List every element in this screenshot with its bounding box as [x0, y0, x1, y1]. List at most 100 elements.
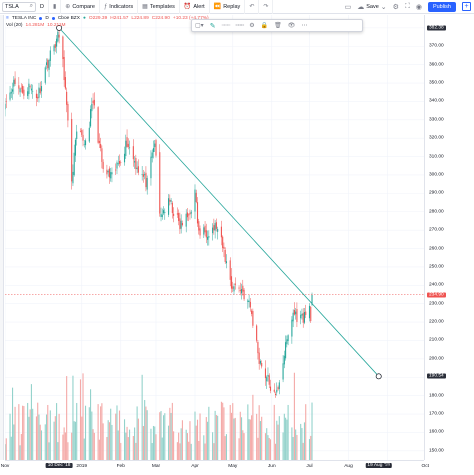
- candle-up: [283, 355, 285, 365]
- candle-down: [97, 107, 99, 143]
- volume-bar: [251, 415, 253, 460]
- settings-icon[interactable]: ⚙: [249, 23, 255, 29]
- price-chart[interactable]: [5, 15, 424, 460]
- more-icon[interactable]: ⋯: [301, 23, 308, 29]
- candle-up: [45, 62, 48, 66]
- candle-down: [82, 134, 84, 141]
- candle-up: [217, 228, 219, 232]
- volume-bar: [115, 413, 117, 460]
- price-tick-label: 310.00: [429, 154, 444, 160]
- candle-down: [296, 309, 298, 322]
- volume-bar: [291, 427, 293, 460]
- chart-type-button[interactable]: ▮: [49, 0, 62, 14]
- volume-bar: [259, 421, 261, 460]
- volume-bar: [204, 443, 206, 460]
- plus-icon[interactable]: +: [462, 2, 471, 11]
- undo-button[interactable]: ↶: [245, 0, 260, 14]
- line-width-icon[interactable]: ┈┈┈: [221, 23, 231, 29]
- templates-button[interactable]: ▦ Templates: [138, 0, 180, 14]
- price-tick-label: 150.00: [429, 448, 444, 454]
- publish-button[interactable]: Publish: [427, 1, 456, 12]
- compare-button[interactable]: ⊕ Compare: [61, 0, 100, 14]
- eye-icon[interactable]: 👁: [287, 23, 296, 29]
- candle-down: [47, 59, 49, 69]
- candle-down: [169, 199, 171, 202]
- camera-icon[interactable]: ◉: [415, 3, 422, 11]
- candle-up: [57, 31, 59, 42]
- candle-down: [137, 166, 139, 173]
- candle-up: [10, 91, 12, 94]
- fullscreen-icon[interactable]: ⛶: [404, 2, 410, 10]
- template-icon[interactable]: ▢▾: [195, 23, 204, 29]
- settings-icon[interactable]: ⚙: [392, 3, 399, 11]
- volume-bar: [49, 410, 51, 460]
- undo-icon: ↶: [249, 4, 255, 10]
- time-axis[interactable]: Nov 10 Dec '18 2019 Feb Mar Apr May Jun Jul Aug 19…: [1, 460, 429, 475]
- candle-down: [142, 174, 144, 177]
- save-button[interactable]: ☁ Save ⌄: [357, 3, 386, 11]
- volume-bar: [286, 419, 288, 460]
- volume-bar: [117, 430, 119, 460]
- legend-dot: [39, 17, 43, 20]
- lock-icon[interactable]: 🔒: [260, 23, 269, 29]
- price-tick-label: 300.00: [429, 172, 444, 178]
- volume-bar: [54, 416, 56, 460]
- candle-down: [269, 386, 272, 391]
- trash-icon[interactable]: 🗑: [274, 23, 282, 29]
- candle-up: [194, 189, 196, 212]
- price-tick-label: 280.00: [429, 209, 444, 215]
- candle-up: [300, 314, 302, 319]
- candle-down: [199, 228, 201, 236]
- candle-down: [39, 88, 41, 94]
- save-label: Save: [366, 3, 379, 10]
- candle-down: [293, 310, 295, 315]
- candle-up: [53, 45, 55, 52]
- alert-button[interactable]: ⏰ Alert: [180, 0, 210, 14]
- volume-bar: [311, 402, 313, 460]
- symbol-input[interactable]: TSLA: [5, 3, 19, 10]
- volume-bar: [132, 436, 134, 460]
- candle-down: [67, 103, 69, 121]
- volume-bar: [300, 423, 302, 460]
- volume-bar: [56, 403, 58, 460]
- candle-down: [22, 85, 24, 93]
- time-tick-label: May: [228, 464, 238, 469]
- volume-bar: [123, 419, 126, 460]
- time-tick-label: Aug: [344, 464, 353, 469]
- candle-up: [19, 88, 21, 93]
- drawing-tools-sidebar[interactable]: [0, 15, 4, 460]
- volume-bar: [159, 412, 161, 460]
- volume-bar: [47, 404, 49, 460]
- line-style-icon[interactable]: ╌╌╌: [235, 23, 244, 29]
- candle-up: [125, 140, 127, 156]
- candle-up: [48, 60, 50, 70]
- volume-bar: [40, 430, 43, 460]
- candle-up: [303, 311, 306, 323]
- candle-up: [282, 363, 284, 380]
- price-tick-label: 370.00: [429, 43, 444, 49]
- symbol-search[interactable]: TSLA ⌕: [2, 1, 36, 12]
- volume-bar: [303, 422, 306, 460]
- candle-down: [222, 236, 224, 249]
- replay-button[interactable]: ⏪ Replay: [210, 0, 246, 14]
- interval-button[interactable]: D: [36, 0, 49, 14]
- candle-up: [241, 289, 243, 294]
- candle-down: [145, 172, 147, 188]
- indicators-button[interactable]: ƒ Indicators: [100, 0, 139, 14]
- redo-button[interactable]: ↷: [259, 0, 274, 14]
- candle-down: [66, 91, 68, 105]
- candle-up: [110, 172, 112, 179]
- price-tick-label: 320.00: [429, 135, 444, 141]
- volume-bar: [256, 413, 258, 460]
- pencil-icon[interactable]: ✎: [209, 22, 216, 30]
- volume-bar: [108, 422, 110, 460]
- candle-down: [256, 325, 258, 341]
- volume-bar: [64, 432, 66, 460]
- layout-icon[interactable]: ▭: [344, 3, 352, 11]
- candle-down: [277, 387, 279, 390]
- candle-down: [93, 99, 95, 106]
- legend-eye-icon[interactable]: ●: [82, 16, 86, 21]
- candle-down: [215, 222, 217, 229]
- candle-up: [170, 200, 172, 202]
- price-axis[interactable]: 380.00370.00360.00350.00340.00330.00320.…: [424, 15, 474, 460]
